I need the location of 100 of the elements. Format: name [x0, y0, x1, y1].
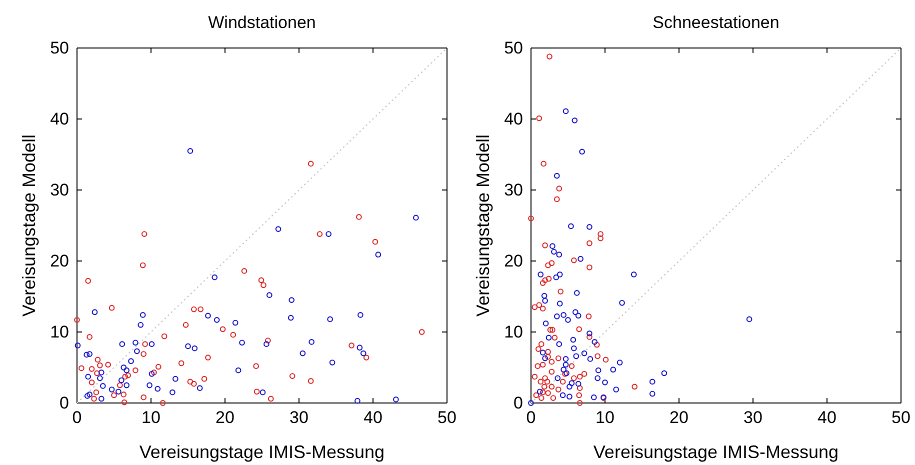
point	[132, 367, 138, 374]
point	[308, 378, 314, 384]
point	[138, 322, 144, 328]
point	[275, 226, 282, 232]
point	[661, 370, 668, 376]
y-tick-label: 0	[514, 393, 523, 412]
point	[619, 300, 625, 306]
point	[108, 386, 115, 392]
x-tick-label: 10	[596, 408, 614, 428]
point	[148, 370, 155, 377]
x-tick-label: 10	[142, 408, 160, 428]
point	[566, 394, 572, 400]
x-tick-label: 50	[892, 408, 910, 428]
point	[190, 380, 197, 387]
point	[198, 306, 204, 312]
point	[187, 148, 194, 154]
y-tick-label: 40	[50, 109, 69, 128]
point	[86, 351, 93, 357]
y-tick-label: 50	[50, 38, 69, 58]
point	[418, 329, 425, 335]
point	[160, 400, 166, 406]
point	[239, 340, 245, 346]
y-axis-title: Vereisungstage Modell	[19, 134, 39, 317]
point	[602, 379, 608, 386]
point	[562, 362, 569, 368]
point	[590, 394, 597, 400]
point	[356, 344, 363, 351]
point	[128, 358, 134, 364]
point	[148, 341, 155, 348]
chart-title: Schneestationen	[652, 13, 780, 32]
point	[94, 370, 100, 376]
point	[649, 378, 656, 385]
x-tick-label: 40	[818, 408, 836, 428]
point	[260, 282, 266, 288]
point	[550, 243, 556, 250]
point	[264, 338, 271, 344]
point	[115, 388, 122, 395]
point	[575, 312, 582, 319]
point	[308, 160, 314, 167]
point	[594, 375, 601, 382]
point	[289, 373, 296, 379]
point	[91, 396, 97, 402]
point	[187, 378, 194, 385]
point	[124, 367, 130, 374]
y-tick-label: 50	[504, 38, 523, 58]
point	[566, 384, 572, 390]
x-tick-label: 0	[526, 408, 536, 428]
point	[554, 313, 560, 320]
point	[140, 312, 146, 318]
point	[746, 316, 752, 322]
point	[649, 390, 656, 397]
point	[108, 304, 115, 311]
point	[586, 330, 592, 336]
point	[151, 370, 157, 376]
point	[100, 383, 106, 389]
point	[554, 172, 560, 179]
point	[630, 272, 637, 278]
y-tick-label: 10	[50, 322, 69, 342]
point	[266, 292, 272, 298]
point	[205, 354, 211, 360]
point	[146, 382, 152, 388]
point	[329, 360, 336, 366]
point	[111, 392, 117, 398]
y-tick-label: 30	[50, 180, 69, 200]
point	[542, 320, 549, 326]
point	[372, 238, 378, 245]
point	[124, 382, 130, 388]
point	[98, 370, 104, 376]
point	[86, 392, 93, 398]
point	[92, 309, 98, 316]
x-tick-label: 40	[364, 408, 382, 428]
point	[587, 356, 594, 362]
point	[412, 214, 419, 221]
point	[581, 350, 588, 356]
point	[553, 274, 560, 280]
point	[132, 340, 138, 346]
point	[308, 339, 315, 345]
point	[134, 348, 140, 354]
point	[354, 398, 360, 404]
point	[568, 223, 574, 230]
point	[254, 388, 260, 395]
point	[610, 366, 616, 373]
point	[98, 396, 104, 402]
point	[565, 316, 571, 323]
point	[300, 350, 306, 356]
point	[182, 322, 189, 328]
x-tick-label: 50	[438, 408, 456, 428]
y-tick-label: 20	[50, 251, 69, 270]
point	[357, 312, 364, 318]
point	[560, 312, 567, 318]
point	[268, 396, 274, 402]
x-tick-label: 0	[72, 408, 82, 428]
point	[220, 326, 226, 332]
point	[253, 363, 260, 370]
point	[572, 117, 578, 124]
point	[142, 341, 148, 348]
point	[572, 309, 578, 316]
point	[578, 256, 584, 262]
x-tick-label: 30	[290, 408, 308, 428]
y-tick-label: 40	[504, 109, 523, 128]
